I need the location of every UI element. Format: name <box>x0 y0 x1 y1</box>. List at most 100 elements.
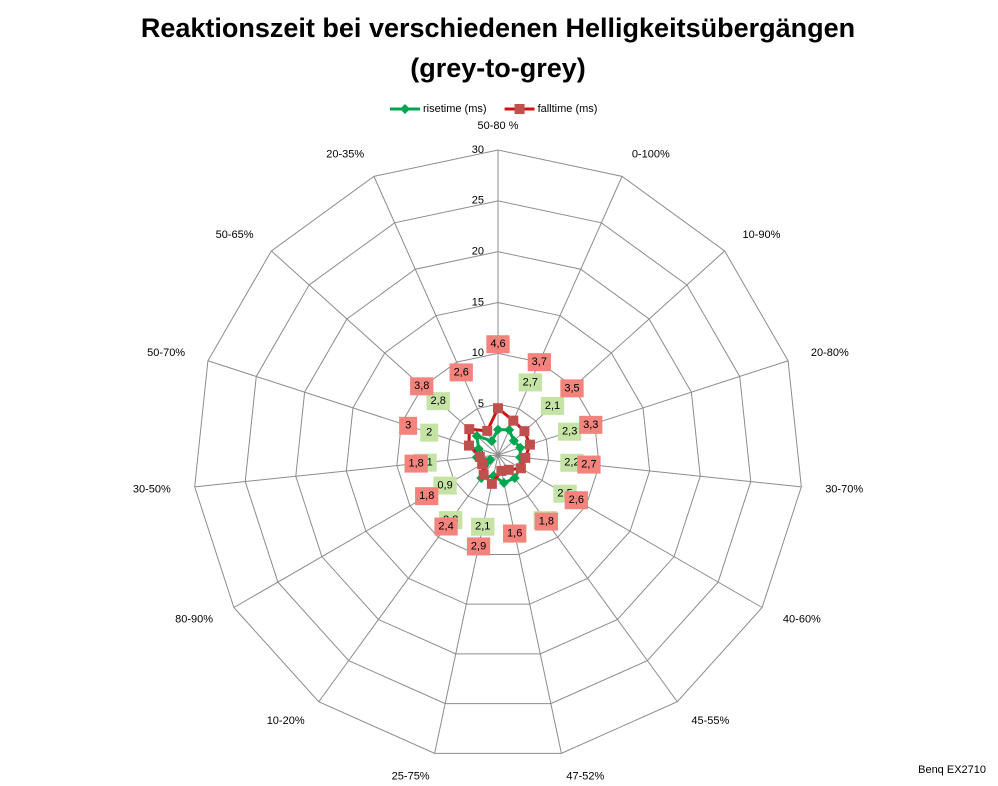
legend-marker <box>514 104 525 114</box>
label-box <box>433 476 457 495</box>
label-box <box>410 377 434 396</box>
label-box <box>518 373 542 392</box>
data-label-text: 2,6 <box>454 366 469 378</box>
data-label: 4,6 <box>486 335 510 354</box>
data-label: 1,8 <box>404 454 428 473</box>
data-label-text: 2,6 <box>569 494 584 506</box>
data-label: 3 <box>399 416 418 435</box>
marker <box>496 465 507 476</box>
category-label: 47-52% <box>566 771 604 783</box>
data-label: 1,8 <box>534 512 559 531</box>
chart-subtitle: (grey-to-grey) <box>410 53 586 83</box>
data-label-text: 0,9 <box>437 479 452 491</box>
label-box <box>415 487 439 506</box>
data-label: 2,9 <box>466 537 491 556</box>
label-box <box>449 363 473 382</box>
marker <box>477 459 488 470</box>
r-tick-label: 25 <box>472 195 484 207</box>
data-label-text: 2,8 <box>431 395 446 407</box>
marker <box>508 415 519 426</box>
spoke <box>318 454 499 703</box>
data-label-text: 1,8 <box>409 458 424 470</box>
label-box <box>404 454 428 473</box>
data-label: 2,3 <box>558 422 582 441</box>
marker <box>498 477 509 488</box>
category-label: 30-50% <box>133 483 171 495</box>
spoke <box>271 250 499 456</box>
label-box <box>399 416 418 435</box>
category-label: 10-90% <box>742 229 780 241</box>
marker <box>463 440 474 451</box>
label-box <box>577 455 601 474</box>
data-label: 2,7 <box>518 373 542 392</box>
spoke <box>497 176 623 456</box>
label-box <box>420 423 439 442</box>
grid-line <box>194 149 802 754</box>
category-label: 50-70% <box>147 347 185 359</box>
category-label: 0-100% <box>632 148 670 160</box>
label-box <box>471 517 495 536</box>
label-box <box>527 353 551 372</box>
marker <box>520 452 531 463</box>
marker <box>509 473 520 484</box>
marker <box>508 435 519 446</box>
data-label: 3,5 <box>560 379 584 398</box>
legend-label: risetime (ms) <box>423 103 487 115</box>
data-label: 2,6 <box>449 363 473 382</box>
category-label: 50-65% <box>216 229 254 241</box>
r-tick-label: 20 <box>472 246 484 258</box>
data-label: 3,8 <box>410 377 434 396</box>
marker <box>524 439 535 450</box>
data-label: 3,7 <box>527 353 551 372</box>
marker <box>493 424 503 435</box>
label-box <box>503 524 527 543</box>
data-label-text: 3,8 <box>414 380 429 392</box>
marker <box>486 478 497 489</box>
grid-line <box>244 200 752 705</box>
marker <box>504 424 515 435</box>
r-tick-label: 15 <box>472 296 484 308</box>
data-label: 2,1 <box>540 396 565 415</box>
category-label: 45-55% <box>691 715 729 727</box>
spoke <box>207 360 499 456</box>
data-label-text: 2,1 <box>545 400 560 412</box>
marker <box>515 463 526 474</box>
category-label: 30-70% <box>825 483 863 495</box>
spoke <box>497 454 562 754</box>
data-label: 2,6 <box>564 491 588 510</box>
marker <box>515 442 526 453</box>
data-label-text: 2,7 <box>581 458 596 470</box>
spoke <box>233 454 499 608</box>
spoke <box>373 176 499 456</box>
r-tick-label: 30 <box>472 144 484 156</box>
spoke <box>497 454 763 608</box>
data-label-text: 3,7 <box>532 356 547 368</box>
label-box <box>466 537 491 556</box>
spoke <box>497 250 725 456</box>
data-label-text: 1,6 <box>507 527 522 539</box>
data-label-text: 1,8 <box>539 515 554 527</box>
spoke <box>194 454 499 488</box>
data-label: 0,9 <box>433 476 457 495</box>
chart-title: Reaktionszeit bei verschiedenen Helligke… <box>141 13 855 43</box>
marker <box>474 451 485 462</box>
r-tick-label: 10 <box>472 347 484 359</box>
grid-line <box>396 352 600 555</box>
data-label-text: 2,3 <box>562 426 577 438</box>
category-label: 20-80% <box>811 347 849 359</box>
data-label-text: 2,2 <box>564 457 579 469</box>
data-label: 1,6 <box>503 524 527 543</box>
grid-line <box>446 403 550 506</box>
marker <box>519 426 530 437</box>
label-box <box>540 396 565 415</box>
data-label-text: 3 <box>405 420 411 432</box>
data-label: 2,8 <box>426 392 450 411</box>
data-label: 3,3 <box>579 415 603 434</box>
data-label-text: 3,5 <box>564 382 579 394</box>
data-label: 2,4 <box>434 517 458 536</box>
label-box <box>534 512 559 531</box>
marker <box>482 425 493 436</box>
marker <box>471 430 482 441</box>
series-line <box>467 405 532 487</box>
